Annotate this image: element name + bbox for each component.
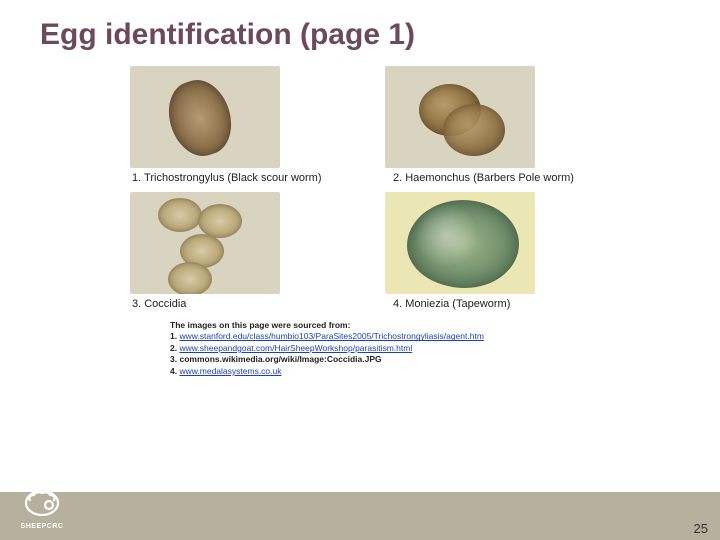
specimen-2: 2. Haemonchus (Barbers Pole worm) — [385, 66, 600, 184]
specimen-3-caption: 3. Coccidia — [130, 298, 345, 310]
specimen-1: 1. Trichostrongylus (Black scour worm) — [130, 66, 345, 184]
specimen-grid: 1. Trichostrongylus (Black scour worm) 2… — [0, 52, 720, 310]
specimen-3: 3. Coccidia — [130, 192, 345, 310]
sheepcrc-logo: SHEEPCRC — [16, 485, 68, 530]
sheep-icon — [22, 485, 62, 521]
logo-text: SHEEPCRC — [16, 523, 68, 530]
specimen-1-image — [130, 66, 280, 168]
specimen-2-caption: 2. Haemonchus (Barbers Pole worm) — [385, 172, 600, 184]
specimen-3-image — [130, 192, 280, 294]
specimen-4: 4. Moniezia (Tapeworm) — [385, 192, 600, 310]
page-title: Egg identification (page 1) — [0, 0, 720, 52]
source-link-2[interactable]: www.sheepandgoat.com/HairSheepWorkshop/p… — [179, 343, 412, 353]
specimen-4-caption: 4. Moniezia (Tapeworm) — [385, 298, 600, 310]
specimen-1-caption: 1. Trichostrongylus (Black scour worm) — [130, 172, 345, 184]
specimen-4-image — [385, 192, 535, 294]
page-number: 25 — [694, 521, 708, 536]
footer-bar — [0, 492, 720, 540]
sources-heading: The images on this page were sourced fro… — [170, 320, 720, 331]
source-link-1[interactable]: www.stanford.edu/class/humbio103/ParaSit… — [179, 331, 483, 341]
specimen-2-image — [385, 66, 535, 168]
source-link-4[interactable]: www.medalasystems.co.uk — [179, 366, 281, 376]
source-item-2: 2. www.sheepandgoat.com/HairSheepWorksho… — [170, 343, 720, 354]
source-item-4: 4. www.medalasystems.co.uk — [170, 366, 720, 377]
source-item-3: 3. commons.wikimedia.org/wiki/Image:Cocc… — [170, 354, 720, 365]
image-sources: The images on this page were sourced fro… — [0, 310, 720, 377]
source-item-1: 1. www.stanford.edu/class/humbio103/Para… — [170, 331, 720, 342]
source-text-3: commons.wikimedia.org/wiki/Image:Coccidi… — [179, 354, 381, 364]
